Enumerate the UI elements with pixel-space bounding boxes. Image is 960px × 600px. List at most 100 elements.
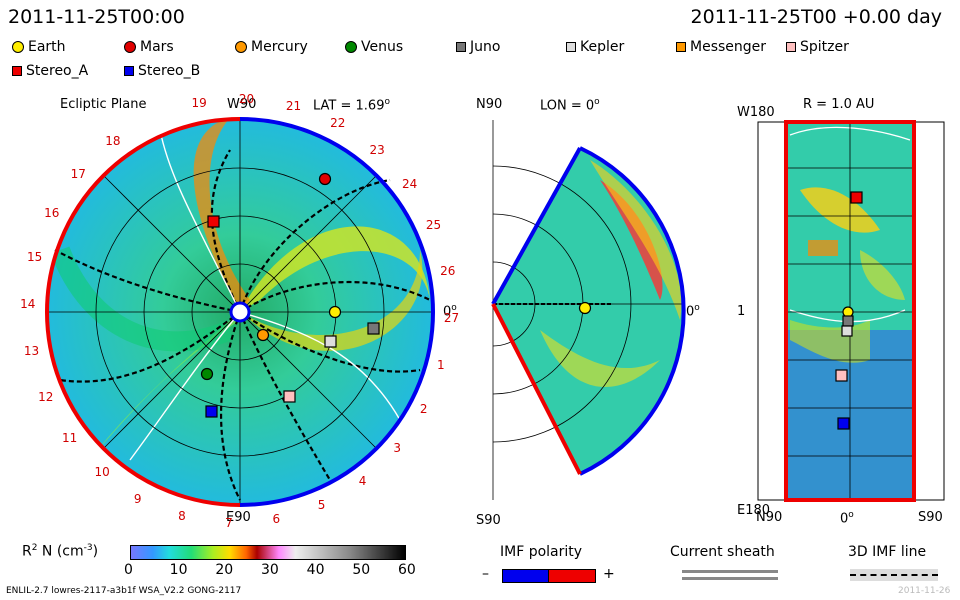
legend-label: Mercury bbox=[251, 39, 308, 55]
mercury-marker bbox=[256, 328, 270, 342]
date-right: 2011-11-25T00 +0.00 day bbox=[690, 6, 942, 28]
sphere-bottom-mid: 0o bbox=[840, 510, 854, 527]
imf-line-title: 3D IMF line bbox=[848, 544, 927, 560]
longitude-label: 19 bbox=[191, 95, 207, 110]
spitzer-swatch bbox=[786, 42, 796, 52]
earth-marker-meridional bbox=[578, 301, 592, 315]
sphere-bottom-right: S90 bbox=[918, 510, 943, 525]
ecliptic-top-label: W90 bbox=[227, 97, 257, 112]
legend-item-stereo_b: Stereo_B bbox=[124, 63, 200, 79]
mars-marker bbox=[318, 172, 332, 186]
imf-minus: – bbox=[482, 566, 489, 582]
longitude-label: 9 bbox=[133, 491, 142, 506]
imf-line-sample bbox=[850, 574, 938, 576]
longitude-label: 26 bbox=[440, 263, 456, 278]
longitude-label: 27 bbox=[443, 310, 460, 325]
longitude-label: 21 bbox=[285, 98, 302, 113]
sphere-ml: 1 bbox=[737, 304, 746, 319]
stereo_a-swatch bbox=[12, 66, 22, 76]
legend-label: Stereo_B bbox=[138, 63, 201, 79]
legend-item-mars: Mars bbox=[124, 39, 174, 55]
meridional-bottom-label: S90 bbox=[476, 513, 501, 528]
imf-positive-swatch bbox=[548, 569, 596, 583]
meridional-right-label: 0o bbox=[686, 303, 700, 320]
colorbar-tick: 20 bbox=[215, 562, 234, 578]
longitude-label: 12 bbox=[38, 389, 54, 404]
sphere-tl: W180 bbox=[737, 105, 775, 120]
stereo-a-marker bbox=[207, 215, 220, 228]
legend-item-messenger: Messenger bbox=[676, 39, 766, 55]
longitude-label: 14 bbox=[20, 297, 36, 312]
ecliptic-right-label: 0o bbox=[443, 303, 457, 320]
kepler-marker bbox=[324, 335, 337, 348]
legend-item-mercury: Mercury bbox=[235, 39, 308, 55]
mars-swatch bbox=[124, 41, 136, 53]
venus-swatch bbox=[345, 41, 357, 53]
stereo_b-swatch bbox=[124, 66, 134, 76]
longitude-label: 16 bbox=[44, 205, 60, 220]
earth-marker bbox=[328, 305, 342, 319]
sphere-radius: R = 1.0 AU bbox=[803, 97, 875, 112]
earth-swatch bbox=[12, 41, 24, 53]
legend-label: Juno bbox=[470, 39, 501, 55]
longitude-label: 2 bbox=[419, 402, 428, 417]
imf-negative-swatch bbox=[502, 569, 550, 583]
colorbar-tick: 60 bbox=[398, 562, 416, 578]
longitude-label: 11 bbox=[62, 430, 78, 445]
footer-right: 2011-11-26 bbox=[898, 586, 951, 596]
spitzer-marker bbox=[283, 390, 296, 403]
imf-title: IMF polarity bbox=[500, 544, 583, 560]
ecliptic-title: Ecliptic Plane bbox=[60, 97, 147, 112]
legend-item-venus: Venus bbox=[345, 39, 403, 55]
stereo-a-marker-sphere bbox=[850, 191, 863, 204]
longitude-label: 24 bbox=[401, 177, 418, 192]
colorbar-label: R2 N (cm-3) bbox=[22, 543, 99, 560]
longitude-label: 8 bbox=[178, 509, 186, 524]
colorbar bbox=[130, 545, 406, 560]
mercury-swatch bbox=[235, 41, 247, 53]
sphere-bottom-left: N90 bbox=[756, 510, 783, 525]
kepler-swatch bbox=[566, 42, 576, 52]
longitude-label: 17 bbox=[70, 166, 86, 181]
legend-item-spitzer: Spitzer bbox=[786, 39, 849, 55]
longitude-label: 1 bbox=[437, 357, 445, 372]
legend-item-kepler: Kepler bbox=[566, 39, 624, 55]
legend-label: Spitzer bbox=[800, 39, 849, 55]
imf-plus: + bbox=[603, 566, 615, 582]
legend-item-juno: Juno bbox=[456, 39, 500, 55]
sphere-bl: E180 bbox=[737, 503, 771, 518]
legend-label: Mars bbox=[140, 39, 174, 55]
colorbar-tick: 40 bbox=[306, 562, 325, 578]
juno-swatch bbox=[456, 42, 466, 52]
colorbar-tick: 50 bbox=[352, 562, 371, 578]
meridional-top-label: N90 bbox=[476, 97, 503, 112]
longitude-label: 23 bbox=[369, 142, 385, 157]
ecliptic-lat: LAT = 1.69o bbox=[313, 97, 390, 114]
longitude-label: 10 bbox=[94, 465, 110, 480]
colorbar-tick: 0 bbox=[124, 562, 133, 578]
longitude-label: 25 bbox=[425, 218, 442, 233]
legend-item-stereo_a: Stereo_A bbox=[12, 63, 88, 79]
legend-label: Kepler bbox=[580, 39, 625, 55]
meridional-lon: LON = 0o bbox=[540, 97, 600, 114]
longitude-label: 13 bbox=[23, 344, 40, 359]
longitude-label: 6 bbox=[272, 512, 281, 527]
footer-left: ENLIL-2.7 lowres-2117-a3b1f WSA_V2.2 GON… bbox=[6, 586, 242, 596]
longitude-label: 4 bbox=[358, 473, 367, 488]
legend-label: Messenger bbox=[690, 39, 767, 55]
legend-label: Earth bbox=[28, 39, 66, 55]
current-sheath-line1 bbox=[682, 570, 778, 573]
colorbar-tick: 30 bbox=[261, 562, 279, 578]
longitude-label: 22 bbox=[330, 116, 346, 131]
longitude-label: 18 bbox=[105, 134, 121, 149]
longitude-label: 15 bbox=[26, 250, 43, 265]
venus-marker bbox=[200, 367, 214, 381]
longitude-label: 20 bbox=[238, 92, 255, 107]
longitude-label: 7 bbox=[225, 515, 233, 530]
date-left: 2011-11-25T00:00 bbox=[8, 6, 185, 28]
colorbar-tick: 10 bbox=[169, 562, 188, 578]
current-sheath-line2 bbox=[682, 577, 778, 580]
messenger-swatch bbox=[676, 42, 686, 52]
